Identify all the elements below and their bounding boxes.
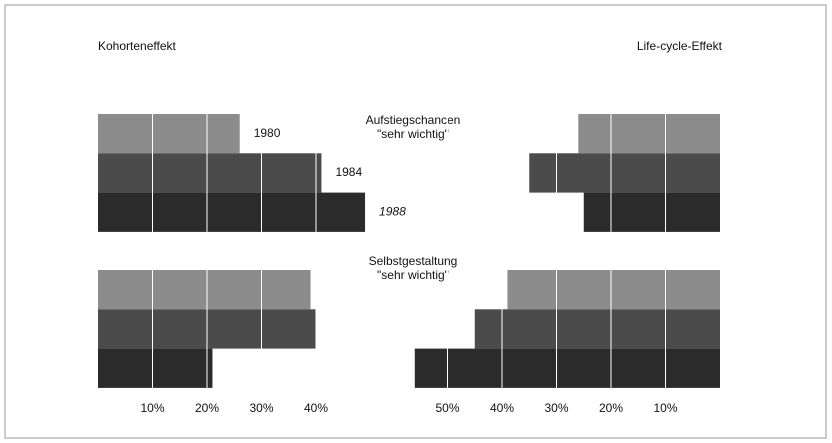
category-label: "sehr wichtig" xyxy=(377,268,449,282)
bar xyxy=(529,153,720,193)
bar xyxy=(98,348,213,388)
x-tick-label: 30% xyxy=(249,401,273,415)
x-tick-label: 20% xyxy=(599,401,623,415)
category-label: Selbstgestaltung xyxy=(369,254,458,268)
x-tick-label: 50% xyxy=(435,401,459,415)
bar xyxy=(583,192,720,232)
series-label: 1988 xyxy=(379,204,406,218)
bar xyxy=(507,270,720,310)
right-title: Life-cycle-Effekt xyxy=(637,39,723,53)
x-tick-label: 40% xyxy=(490,401,514,415)
left-title: Kohorteneffekt xyxy=(98,39,177,53)
category-label: Aufstiegschancen xyxy=(366,113,461,127)
bar xyxy=(98,153,322,193)
bar xyxy=(578,114,720,154)
bar xyxy=(98,192,366,232)
bar xyxy=(98,114,240,154)
x-tick-label: 30% xyxy=(544,401,568,415)
bar xyxy=(414,348,720,388)
bar xyxy=(98,270,311,310)
series-label: 1984 xyxy=(335,165,362,179)
category-label: "sehr wichtig" xyxy=(377,127,449,141)
x-tick-label: 10% xyxy=(653,401,677,415)
x-tick-label: 20% xyxy=(195,401,219,415)
bar xyxy=(474,309,720,349)
x-tick-label: 10% xyxy=(140,401,164,415)
x-tick-label: 40% xyxy=(304,401,328,415)
series-label: 1980 xyxy=(254,126,281,140)
